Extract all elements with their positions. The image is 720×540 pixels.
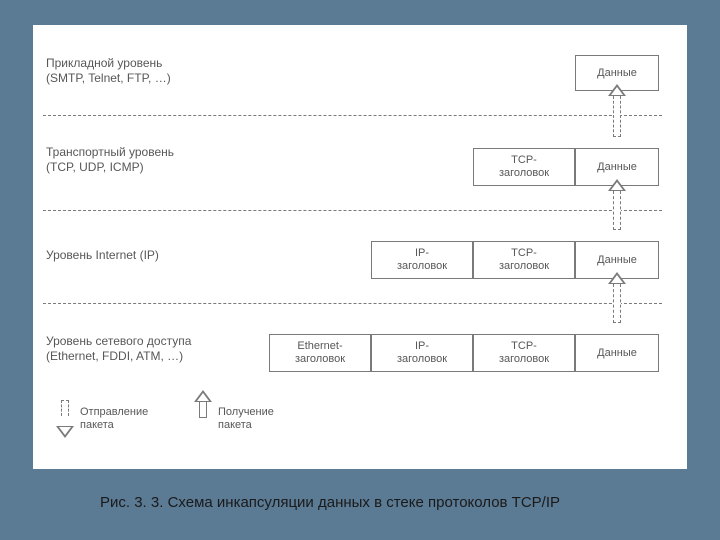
arrow-up-icon [610, 94, 624, 147]
layer-label-0: Прикладной уровень(SMTP, Telnet, FTP, …) [46, 56, 171, 86]
layer-label-3: Уровень сетевого доступа(Ethernet, FDDI,… [46, 334, 191, 364]
legend-label-up: Получениепакета [218, 406, 274, 432]
legend-label-down: Отправлениепакета [80, 406, 148, 432]
layer-label-2: Уровень Internet (IP) [46, 248, 159, 263]
layer-divider [43, 303, 662, 304]
arrow-up-icon [196, 400, 210, 428]
packet-cell: IP-заголовок [371, 241, 473, 279]
arrow-up-icon [610, 189, 624, 240]
packet-cell: Ethernet-заголовок [269, 334, 371, 372]
layer-label-1: Транспортный уровень(TCP, UDP, ICMP) [46, 145, 174, 175]
arrow-up-icon [610, 282, 624, 333]
layer-divider [43, 115, 662, 116]
packet-cell: TCP-заголовок [473, 241, 575, 279]
packet-cell: Данные [575, 334, 659, 372]
packet-cell: IP-заголовок [371, 334, 473, 372]
figure-caption: Рис. 3. 3. Схема инкапсуляции данных в с… [100, 494, 560, 511]
arrow-down-icon [58, 400, 72, 428]
layer-divider [43, 210, 662, 211]
packet-cell: TCP-заголовок [473, 334, 575, 372]
packet-cell: TCP-заголовок [473, 148, 575, 186]
